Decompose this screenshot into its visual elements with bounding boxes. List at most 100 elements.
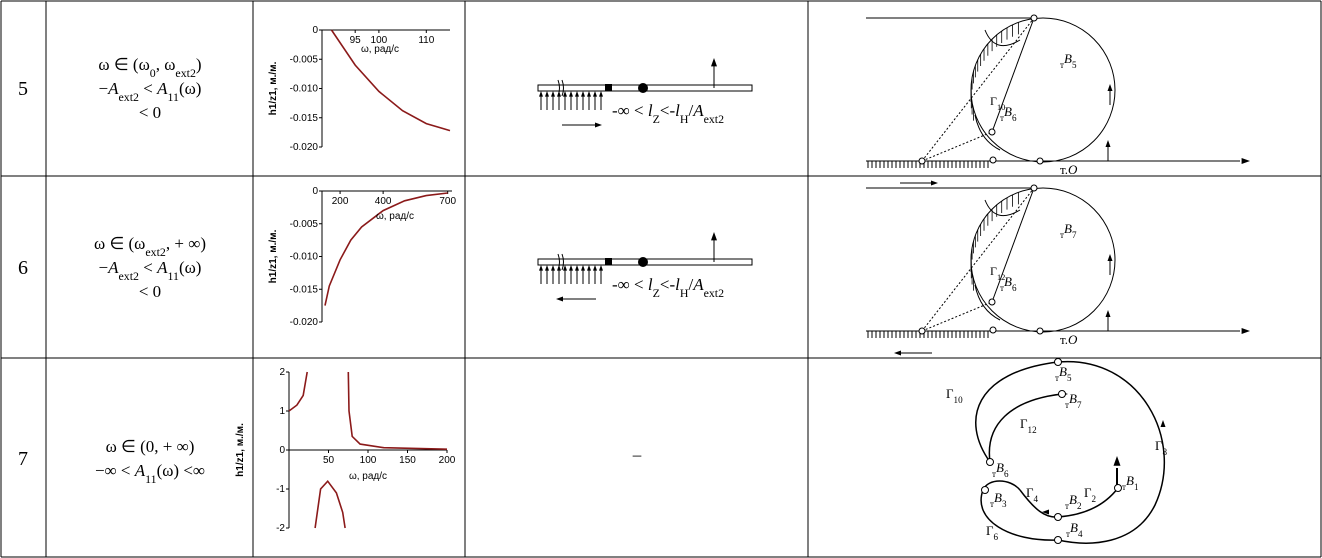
arrow-head bbox=[569, 91, 573, 97]
diagram-label: тB1 bbox=[1122, 473, 1138, 492]
text-segment: Z bbox=[653, 286, 660, 300]
y-tick-label: 0 bbox=[312, 25, 318, 36]
text-segment: O bbox=[1068, 332, 1078, 347]
text-segment: 6 bbox=[994, 532, 999, 542]
text-segment: 8 bbox=[1163, 447, 1168, 457]
curve bbox=[325, 193, 448, 306]
arrow-head bbox=[569, 265, 573, 271]
circle bbox=[971, 188, 1115, 332]
text-segment: ext2 bbox=[119, 269, 140, 283]
text-segment: т. bbox=[1060, 332, 1068, 347]
text-segment: B bbox=[1070, 520, 1078, 535]
text-segment: ext2 bbox=[145, 245, 166, 259]
text-segment: O bbox=[1068, 162, 1078, 177]
turn-arrow bbox=[985, 200, 1020, 216]
y-tick-label: -0.010 bbox=[290, 252, 319, 263]
arrow-head bbox=[557, 265, 561, 271]
y-tick-label: 1 bbox=[279, 406, 285, 417]
diagram-label: тB3 bbox=[990, 490, 1007, 509]
text-segment: < 0 bbox=[139, 282, 161, 301]
y-tick-label: 2 bbox=[279, 367, 285, 378]
text-segment: 6 bbox=[1012, 283, 1017, 293]
y-tick-label: -0.015 bbox=[290, 284, 319, 295]
table: 5ω ∈ (ω0, ωext2)−Aext2 < A11(ω)< 00-0.00… bbox=[0, 0, 1322, 558]
row-number: 6 bbox=[18, 257, 28, 279]
diagram-label: тB7 bbox=[1060, 221, 1077, 240]
node bbox=[990, 157, 996, 163]
condition-line: −Aext2 < A11(ω) bbox=[99, 79, 202, 104]
text-segment: <- bbox=[660, 101, 676, 120]
arrow-head bbox=[539, 91, 543, 97]
text-segment: (ω) <∞ bbox=[157, 461, 205, 480]
text-segment: 12 bbox=[1028, 425, 1038, 435]
line bbox=[922, 302, 992, 331]
text-segment: ext2 bbox=[704, 112, 725, 126]
text-segment: 3 bbox=[1002, 499, 1007, 509]
text-segment: ext2 bbox=[119, 90, 140, 104]
page: 5ω ∈ (ω0, ωext2)−Aext2 < A11(ω)< 00-0.00… bbox=[0, 0, 1322, 558]
x-axis-label: ω, рад/с bbox=[376, 211, 414, 222]
text-segment: B bbox=[994, 490, 1002, 505]
row-number: 5 bbox=[18, 78, 28, 100]
text-segment: ω ∈ (ω bbox=[94, 234, 145, 253]
text-segment: < bbox=[139, 258, 157, 277]
text-segment: −∞ < bbox=[95, 461, 135, 480]
node bbox=[1037, 328, 1043, 334]
x-tick-label: 700 bbox=[439, 196, 456, 207]
text-segment: <- bbox=[660, 275, 676, 294]
node bbox=[982, 487, 989, 494]
text-segment: B bbox=[1064, 51, 1072, 66]
x-tick-label: 50 bbox=[323, 455, 335, 466]
text-segment: -∞ < bbox=[612, 275, 648, 294]
arrow-head bbox=[581, 91, 585, 97]
arrow-head bbox=[599, 265, 603, 271]
text-segment: A bbox=[692, 101, 704, 120]
arrow-head bbox=[711, 232, 717, 240]
condition-line: < 0 bbox=[139, 103, 161, 122]
beam-label: -∞ < lZ<-lH/Aext2 bbox=[612, 101, 724, 126]
arrow-head bbox=[556, 297, 563, 302]
y-tick-label: -0.015 bbox=[290, 113, 319, 124]
text-segment: A bbox=[156, 79, 168, 98]
text-segment: B bbox=[1059, 364, 1067, 379]
diagram-label: тB5 bbox=[1055, 364, 1072, 383]
diagram-label: Γ8 bbox=[1155, 438, 1168, 457]
arrow-head bbox=[587, 265, 591, 271]
text-segment: A bbox=[134, 461, 146, 480]
text-segment: ext2 bbox=[704, 286, 725, 300]
x-tick-label: 200 bbox=[332, 196, 349, 207]
y-tick-label: 0 bbox=[279, 445, 285, 456]
text-segment: Z bbox=[653, 112, 660, 126]
arrow-head bbox=[931, 181, 938, 186]
y-tick-label: -2 bbox=[276, 523, 285, 534]
row-number: 7 bbox=[18, 448, 28, 470]
text-segment: , ω bbox=[156, 55, 176, 74]
text-segment: 5 bbox=[1067, 373, 1072, 383]
arrow-head bbox=[575, 91, 579, 97]
text-segment: − bbox=[99, 258, 109, 277]
node bbox=[990, 327, 996, 333]
text-segment: 4 bbox=[1034, 494, 1039, 504]
text-segment: -∞ < bbox=[612, 101, 648, 120]
text-segment: B bbox=[1004, 104, 1012, 119]
arrow-head bbox=[593, 265, 597, 271]
text-segment: (ω) bbox=[179, 79, 202, 98]
text-segment: 5 bbox=[1072, 60, 1077, 70]
condition-line: −Aext2 < A11(ω) bbox=[99, 258, 202, 283]
diagram-label: Γ4 bbox=[1026, 485, 1039, 504]
node bbox=[1031, 185, 1037, 191]
text-segment: 6 bbox=[1004, 469, 1009, 479]
diagram-label: т.O bbox=[1060, 162, 1078, 177]
diagram-label: тB4 bbox=[1066, 520, 1083, 539]
node bbox=[1037, 158, 1043, 164]
text-segment: < 0 bbox=[139, 103, 161, 122]
text-segment: ω ∈ (0, + ∞) bbox=[106, 437, 195, 456]
text-segment: , + ∞) bbox=[166, 234, 206, 253]
y-tick-label: -0.020 bbox=[290, 317, 319, 328]
text-segment: B bbox=[1126, 473, 1134, 488]
condition-line: ω ∈ (ωext2, + ∞) bbox=[94, 234, 206, 259]
x-tick-label: 150 bbox=[399, 455, 416, 466]
node bbox=[919, 158, 925, 164]
beam-label: -∞ < lZ<-lH/Aext2 bbox=[612, 275, 724, 300]
arrow-head bbox=[1108, 84, 1113, 91]
